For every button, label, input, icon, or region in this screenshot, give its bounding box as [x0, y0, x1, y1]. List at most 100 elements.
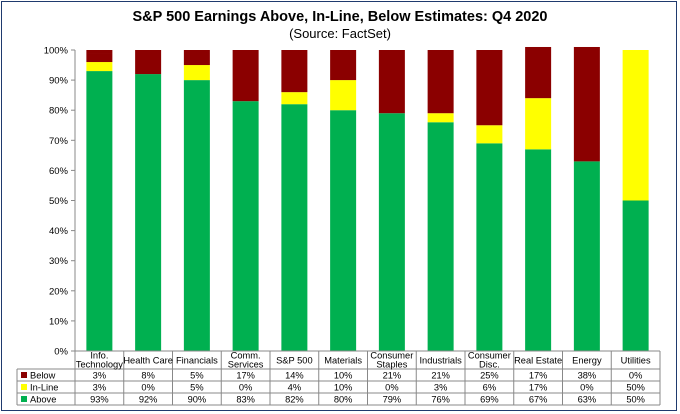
data-label: 21%: [431, 370, 450, 380]
bar-in-line: [476, 125, 503, 144]
bar-rounding-fill: [86, 50, 113, 54]
data-label: 6%: [483, 382, 496, 392]
bar-below: [183, 50, 210, 66]
category-label: Services: [228, 360, 264, 370]
y-tick-label: 0%: [54, 347, 68, 358]
data-label: 0%: [239, 382, 252, 392]
chart-title: S&P 500 Earnings Above, In-Line, Below E…: [132, 9, 548, 25]
data-label: 92%: [139, 394, 158, 404]
data-label: 17%: [529, 370, 548, 380]
data-label: 3%: [434, 382, 447, 392]
bar-above: [232, 101, 259, 351]
data-label: 69%: [480, 394, 499, 404]
category-label: Consumer: [468, 351, 511, 361]
bar-above: [330, 110, 357, 351]
bar-above: [622, 200, 649, 351]
category-label: Consumer: [370, 351, 413, 361]
data-label: 82%: [285, 394, 304, 404]
data-label: 3%: [93, 370, 106, 380]
bar-in-line: [622, 50, 649, 201]
bar-below: [281, 50, 308, 93]
data-label: 17%: [529, 382, 548, 392]
bar-in-line: [525, 98, 552, 150]
data-label: 0%: [629, 370, 642, 380]
legend-swatch-in-line: [21, 384, 27, 390]
category-label: Utilities: [621, 356, 651, 366]
category-label: Staples: [376, 360, 407, 370]
y-tick-label: 60%: [49, 166, 69, 177]
category-label: Info.: [90, 351, 108, 361]
category-label: Industrials: [419, 356, 462, 366]
category-label: Materials: [324, 356, 362, 366]
category-label: S&P 500: [276, 356, 313, 366]
data-label: 10%: [334, 382, 353, 392]
data-label: 83%: [236, 394, 255, 404]
bar-above: [378, 113, 405, 352]
legend-swatch-below: [21, 372, 27, 378]
data-label: 93%: [90, 394, 109, 404]
bar-in-line: [281, 92, 308, 105]
data-label: 38%: [578, 370, 597, 380]
y-tick-label: 30%: [49, 256, 69, 267]
category-label: Comm.: [231, 351, 261, 361]
bar-in-line: [183, 65, 210, 81]
data-label: 3%: [93, 382, 106, 392]
category-label: Technology: [76, 360, 123, 370]
legend-label: In-Line: [30, 382, 58, 392]
data-label: 4%: [288, 382, 301, 392]
category-label: Energy: [572, 356, 602, 366]
data-label: 76%: [431, 394, 450, 404]
data-label: 63%: [578, 394, 597, 404]
data-label: 80%: [334, 394, 353, 404]
bar-above: [281, 104, 308, 352]
data-label: 21%: [383, 370, 402, 380]
bar-below: [476, 50, 503, 126]
data-label: 90%: [188, 394, 207, 404]
legend-swatch-above: [21, 396, 27, 402]
data-label: 14%: [285, 370, 304, 380]
data-label: 8%: [141, 370, 154, 380]
data-label: 5%: [190, 370, 203, 380]
data-label: 0%: [141, 382, 154, 392]
legend-label: Above: [30, 394, 56, 404]
category-label: Financials: [176, 356, 218, 366]
bar-in-line: [427, 113, 454, 123]
bar-below: [330, 50, 357, 81]
bar-above: [86, 71, 113, 351]
bar-below: [525, 46, 552, 99]
y-tick-label: 70%: [49, 136, 69, 147]
data-label: 50%: [626, 382, 645, 392]
bar-below: [232, 50, 259, 102]
y-tick-label: 10%: [49, 316, 69, 327]
bar-in-line: [330, 80, 357, 111]
data-label: 10%: [334, 370, 353, 380]
bar-below: [573, 46, 600, 162]
data-label: 0%: [385, 382, 398, 392]
bar-below: [86, 53, 113, 63]
category-label: Disc.: [479, 360, 500, 370]
y-tick-label: 80%: [49, 106, 69, 117]
bar-in-line: [86, 62, 113, 72]
bar-above: [573, 161, 600, 351]
data-label: 79%: [383, 394, 402, 404]
bar-above: [427, 122, 454, 352]
legend-label: Below: [30, 370, 56, 380]
bar-above: [525, 149, 552, 351]
data-label: 5%: [190, 382, 203, 392]
y-tick-label: 50%: [49, 196, 69, 207]
y-tick-label: 20%: [49, 286, 69, 297]
bar-below: [378, 50, 405, 114]
bar-above: [183, 80, 210, 351]
bar-below: [135, 50, 162, 75]
category-label: Health Care: [123, 356, 173, 366]
bar-above: [135, 74, 162, 351]
bar-below: [427, 50, 454, 114]
y-tick-label: 100%: [44, 46, 69, 57]
data-label: 67%: [529, 394, 548, 404]
y-tick-label: 90%: [49, 76, 69, 87]
data-label: 17%: [236, 370, 255, 380]
bar-above: [476, 143, 503, 351]
chart-subtitle: (Source: FactSet): [289, 26, 391, 41]
category-label: Real Estate: [514, 356, 562, 366]
